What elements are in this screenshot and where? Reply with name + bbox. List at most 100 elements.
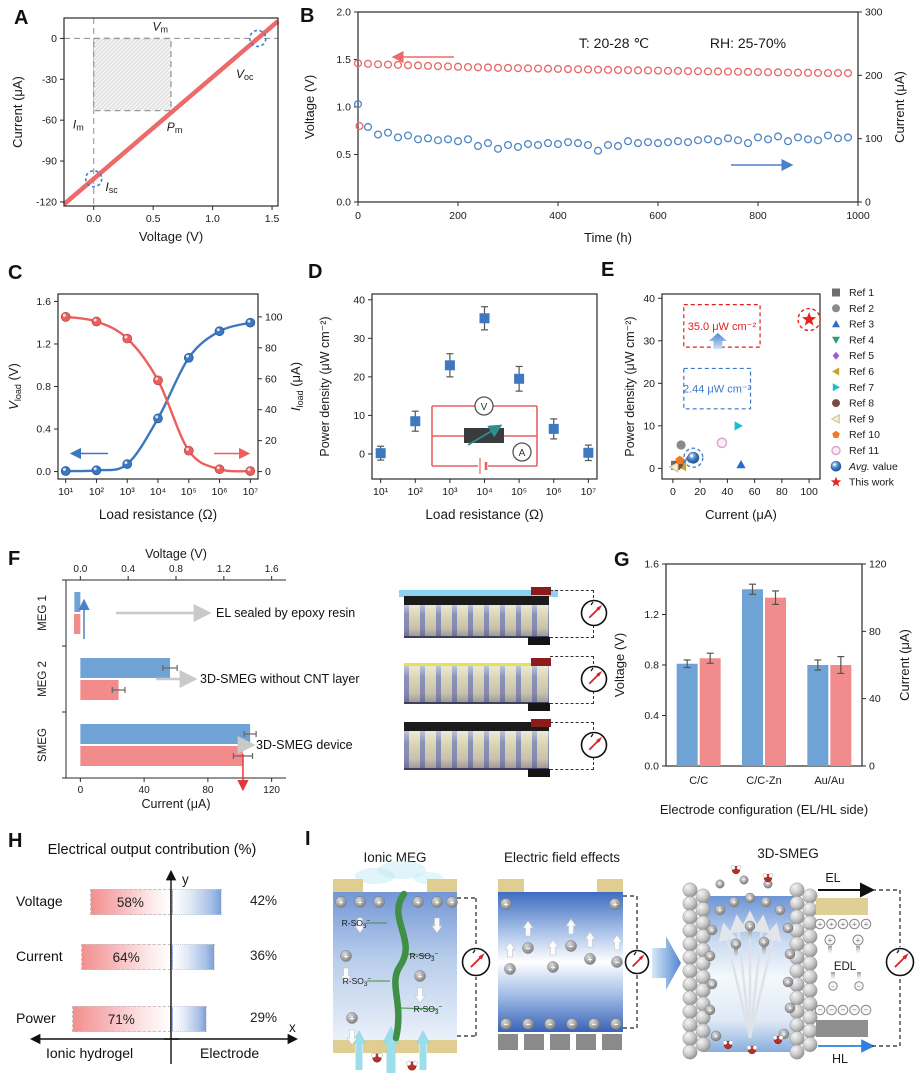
svg-text:-120: -120	[36, 196, 57, 208]
svg-text:80: 80	[202, 785, 214, 796]
svg-text:0.5: 0.5	[146, 213, 161, 225]
x-axis-letter: x	[289, 1020, 296, 1035]
x-axis-label: Voltage (V)	[139, 229, 203, 244]
negative-ion: −	[864, 1006, 869, 1015]
positive-ion: +	[714, 1032, 719, 1041]
svg-text:0.0: 0.0	[36, 466, 51, 478]
legend-label: Ref 8	[849, 398, 874, 410]
device-image-3d-smeg	[404, 719, 551, 777]
svg-text:1.6: 1.6	[36, 296, 51, 308]
svg-text:A: A	[519, 448, 526, 459]
svg-text:10¹: 10¹	[58, 486, 74, 498]
svg-text:120: 120	[869, 559, 887, 571]
power-density-chart: 10¹ 10² 10³ 10⁴ 10⁵ 10⁶ 10⁷ 0 10 20 30 40 Load resis…	[318, 293, 598, 522]
positive-ion: +	[841, 920, 846, 929]
title-electric-field: Electric field effects	[504, 850, 620, 865]
electric-field-box	[498, 892, 623, 1032]
legend-label: Ref 11	[849, 445, 879, 457]
edl-label: EDL	[834, 961, 857, 973]
svg-text:40: 40	[265, 404, 277, 416]
svg-text:0: 0	[355, 210, 361, 222]
y-axis-label: Power density (μW cm⁻²)	[318, 316, 332, 456]
right-axis-label: Current (μA)	[892, 71, 907, 143]
negative-ion: −	[592, 1020, 597, 1029]
positive-ion: +	[708, 1006, 713, 1015]
svg-text:40: 40	[139, 785, 151, 796]
mechanism-diagram: Ionic MEG Electric field effects 3D-SMEG + +…	[333, 846, 915, 1073]
panel-g-electrodes: 0.0 0.4 0.8 1.2 1.6 0 40 80 120 Voltage (V) Curren…	[608, 546, 922, 824]
electrode-contribution-bar	[172, 944, 216, 970]
transition-arrow-icon	[652, 936, 681, 990]
negative-ion: −	[548, 1020, 553, 1029]
positive-ion: +	[435, 898, 440, 907]
top-contact	[531, 658, 551, 666]
positive-ion: +	[339, 898, 344, 907]
iv-curve-chart: 0.0 0.5 1.0 1.5 0 -30 -60 -90 -120 Voltage (V) Cur…	[10, 17, 280, 244]
svg-text:10⁵: 10⁵	[511, 486, 527, 498]
positive-ion: +	[828, 936, 833, 945]
hydrogel-body	[404, 605, 549, 638]
positive-ion: +	[551, 963, 556, 972]
up-arrow-icon	[708, 333, 727, 349]
device-label-2: 3D-SMEG without CNT layer	[200, 672, 360, 686]
positive-ion: +	[762, 938, 767, 947]
svg-text:0.8: 0.8	[36, 381, 51, 393]
panel-label-c: C	[8, 262, 23, 284]
svg-text:60: 60	[749, 486, 761, 498]
svg-text:0.4: 0.4	[121, 564, 135, 575]
positive-ion: +	[818, 920, 823, 929]
bottom-electrode-block	[498, 1034, 518, 1050]
electrode-config-chart: 0.0 0.4 0.8 1.2 1.6 0 40 80 120 Voltage (V) Curren…	[612, 559, 912, 818]
callout-box	[683, 367, 752, 410]
svg-text:0.8: 0.8	[644, 660, 659, 672]
svg-text:0.4: 0.4	[644, 710, 659, 722]
el-label: EL	[825, 871, 840, 885]
negative-ion: −	[829, 1006, 834, 1015]
hl-electrode	[816, 1020, 868, 1037]
panel-label-f: F	[8, 548, 21, 570]
cnt-layer	[404, 722, 549, 731]
svg-text:10: 10	[353, 410, 365, 422]
chain-group-label: R-SO3−	[343, 976, 372, 988]
galvanometer-icon	[580, 599, 608, 627]
positive-ion: +	[778, 906, 783, 915]
electrode-percentage: 42%	[250, 893, 278, 908]
panel-label-i: I	[305, 828, 311, 850]
svg-text:0: 0	[649, 463, 655, 475]
category-label: Au/Au	[814, 775, 844, 787]
svg-text:0.0: 0.0	[73, 564, 87, 575]
panel-label-h: H	[8, 830, 23, 852]
marked-point-circle	[248, 29, 267, 48]
y-axis-label: Current (μA)	[10, 76, 25, 148]
positive-ion: +	[786, 978, 791, 987]
ammeter-icon	[512, 442, 532, 462]
svg-text:40: 40	[353, 294, 365, 306]
svg-text:20: 20	[353, 371, 365, 383]
svg-text:10⁷: 10⁷	[243, 486, 259, 498]
svg-text:10⁵: 10⁵	[181, 486, 197, 498]
negative-ion: −	[831, 983, 835, 990]
positive-ion: +	[788, 1004, 793, 1013]
svg-text:0: 0	[265, 466, 271, 478]
panel-label-d: D	[308, 261, 323, 283]
positive-ion: +	[504, 900, 509, 909]
svg-text:0: 0	[869, 761, 875, 773]
panel-label-b: B	[300, 5, 315, 27]
annotation-im: Im	[73, 117, 84, 132]
device-image-epoxy-sealed	[399, 587, 558, 645]
bottom-electrode-block	[550, 1034, 570, 1050]
svg-text:200: 200	[449, 210, 467, 222]
svg-text:10⁴: 10⁴	[476, 486, 492, 498]
svg-text:0: 0	[865, 197, 871, 209]
svg-text:10⁷: 10⁷	[581, 486, 597, 498]
annotation-vm: Vm	[153, 19, 169, 34]
right-axis-label: Current (μA)	[897, 629, 912, 701]
positive-ion: +	[710, 980, 715, 989]
bottom-electrode-block	[602, 1034, 622, 1050]
panel-label-g: G	[614, 549, 630, 571]
svg-text:10¹: 10¹	[373, 486, 389, 498]
svg-text:100: 100	[865, 133, 883, 145]
callout-value: 35.0 μW cm⁻²	[688, 321, 757, 333]
load-resistance-chart: 10¹ 10² 10³ 10⁴ 10⁵ 10⁶ 10⁷ 0.0 0.4 0.8 1.2 1.6 0 20 4…	[6, 293, 305, 522]
